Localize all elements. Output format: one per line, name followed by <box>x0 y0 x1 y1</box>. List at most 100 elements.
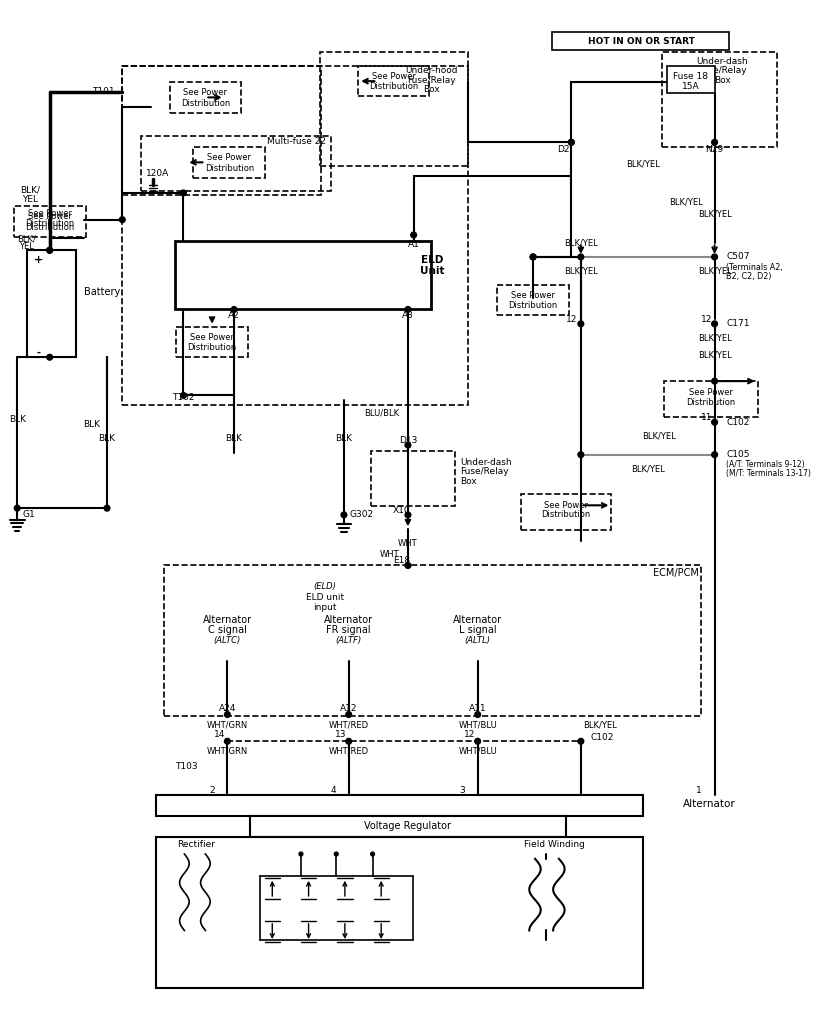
Text: Rectifier: Rectifier <box>177 840 215 849</box>
Text: input: input <box>313 603 336 612</box>
Bar <box>122 66 320 195</box>
Bar <box>14 206 85 237</box>
Circle shape <box>334 852 337 856</box>
Circle shape <box>224 738 230 744</box>
Circle shape <box>180 190 186 196</box>
Text: 13: 13 <box>335 730 346 739</box>
Bar <box>174 241 430 309</box>
Circle shape <box>577 254 583 260</box>
Text: WHT/GRN: WHT/GRN <box>206 721 247 729</box>
Text: See Power: See Power <box>510 291 554 300</box>
Bar <box>520 494 611 530</box>
Text: Distribution: Distribution <box>541 510 590 519</box>
Text: Box: Box <box>423 85 440 94</box>
Text: Box: Box <box>460 477 477 486</box>
Text: A11: A11 <box>468 705 486 714</box>
Text: See Power: See Power <box>688 388 732 397</box>
Bar <box>176 327 247 357</box>
Circle shape <box>405 442 410 447</box>
Circle shape <box>474 712 480 718</box>
Text: X10: X10 <box>392 506 410 515</box>
Bar <box>551 33 728 49</box>
Circle shape <box>711 452 717 458</box>
Text: 3: 3 <box>459 785 464 795</box>
Text: A3: A3 <box>401 310 414 319</box>
Text: BLK: BLK <box>83 420 100 429</box>
Bar <box>193 147 265 177</box>
Text: FR: FR <box>345 800 357 809</box>
Text: A2: A2 <box>228 310 240 319</box>
Text: WHT/RED: WHT/RED <box>328 721 369 729</box>
Bar <box>156 837 642 988</box>
Text: Distribution: Distribution <box>25 219 75 228</box>
Text: WHT: WHT <box>398 539 417 548</box>
Text: See Power: See Power <box>28 212 71 221</box>
Text: 11: 11 <box>700 413 712 422</box>
Text: IG: IG <box>605 800 616 809</box>
Text: (M/T: Terminals 13-17): (M/T: Terminals 13-17) <box>725 469 810 478</box>
Text: See Power: See Power <box>543 501 587 510</box>
Circle shape <box>568 139 573 145</box>
Text: A12: A12 <box>340 705 357 714</box>
Text: Under-dash: Under-dash <box>460 458 512 467</box>
Circle shape <box>405 512 410 518</box>
Text: T102: T102 <box>172 393 194 401</box>
Text: Alternator: Alternator <box>324 615 373 625</box>
Text: Distribution: Distribution <box>205 164 254 173</box>
Circle shape <box>405 306 410 312</box>
Text: (ALTC): (ALTC) <box>214 637 241 645</box>
Text: BLK/YEL: BLK/YEL <box>697 334 731 343</box>
Circle shape <box>405 562 410 568</box>
Text: B: B <box>164 800 170 809</box>
Circle shape <box>577 321 583 327</box>
Text: 12: 12 <box>464 730 475 739</box>
Text: 1: 1 <box>695 785 701 795</box>
Text: 14: 14 <box>214 730 225 739</box>
Text: See Power: See Power <box>183 88 227 97</box>
Circle shape <box>370 852 374 856</box>
Text: Fuse/Relay: Fuse/Relay <box>460 467 509 476</box>
Circle shape <box>346 738 351 744</box>
Text: Field Winding: Field Winding <box>523 840 584 849</box>
Text: C signal: C signal <box>208 626 247 636</box>
Text: Distribution: Distribution <box>369 82 418 91</box>
Text: BLK/YEL: BLK/YEL <box>563 239 597 247</box>
Text: BLK/YEL: BLK/YEL <box>625 160 659 169</box>
Bar <box>250 816 565 837</box>
Text: BLK: BLK <box>225 434 242 443</box>
Circle shape <box>568 139 573 145</box>
Text: C102: C102 <box>725 418 749 427</box>
Text: L signal: L signal <box>459 626 495 636</box>
Text: Battery: Battery <box>84 288 120 297</box>
Circle shape <box>47 248 52 253</box>
Text: BLK/YEL: BLK/YEL <box>697 210 731 218</box>
Text: See Power: See Power <box>371 72 415 81</box>
Text: C105: C105 <box>725 451 749 459</box>
Text: Voltage Regulator: Voltage Regulator <box>364 821 451 831</box>
Text: G1: G1 <box>22 510 35 519</box>
Text: Alternator: Alternator <box>453 615 501 625</box>
Bar <box>27 250 76 357</box>
Circle shape <box>711 139 717 145</box>
Circle shape <box>711 321 717 327</box>
Text: Alternator: Alternator <box>682 800 735 809</box>
Text: A24: A24 <box>219 705 236 714</box>
Text: YEL: YEL <box>20 242 34 251</box>
Text: A1: A1 <box>407 240 419 249</box>
Text: Distribution: Distribution <box>508 301 557 310</box>
Text: C102: C102 <box>590 733 613 742</box>
Text: See Power: See Power <box>207 153 251 162</box>
Bar <box>164 565 700 717</box>
Text: T103: T103 <box>174 762 197 771</box>
Text: D13: D13 <box>398 436 417 444</box>
Text: Under-hood: Under-hood <box>405 67 458 75</box>
Circle shape <box>341 512 346 518</box>
Circle shape <box>530 254 536 260</box>
Circle shape <box>120 217 125 222</box>
Circle shape <box>711 378 717 384</box>
Bar <box>663 381 757 418</box>
Text: FR signal: FR signal <box>326 626 370 636</box>
Text: (Terminals A2,: (Terminals A2, <box>725 263 782 272</box>
Text: BLU/BLK: BLU/BLK <box>364 409 399 417</box>
Circle shape <box>180 392 186 398</box>
